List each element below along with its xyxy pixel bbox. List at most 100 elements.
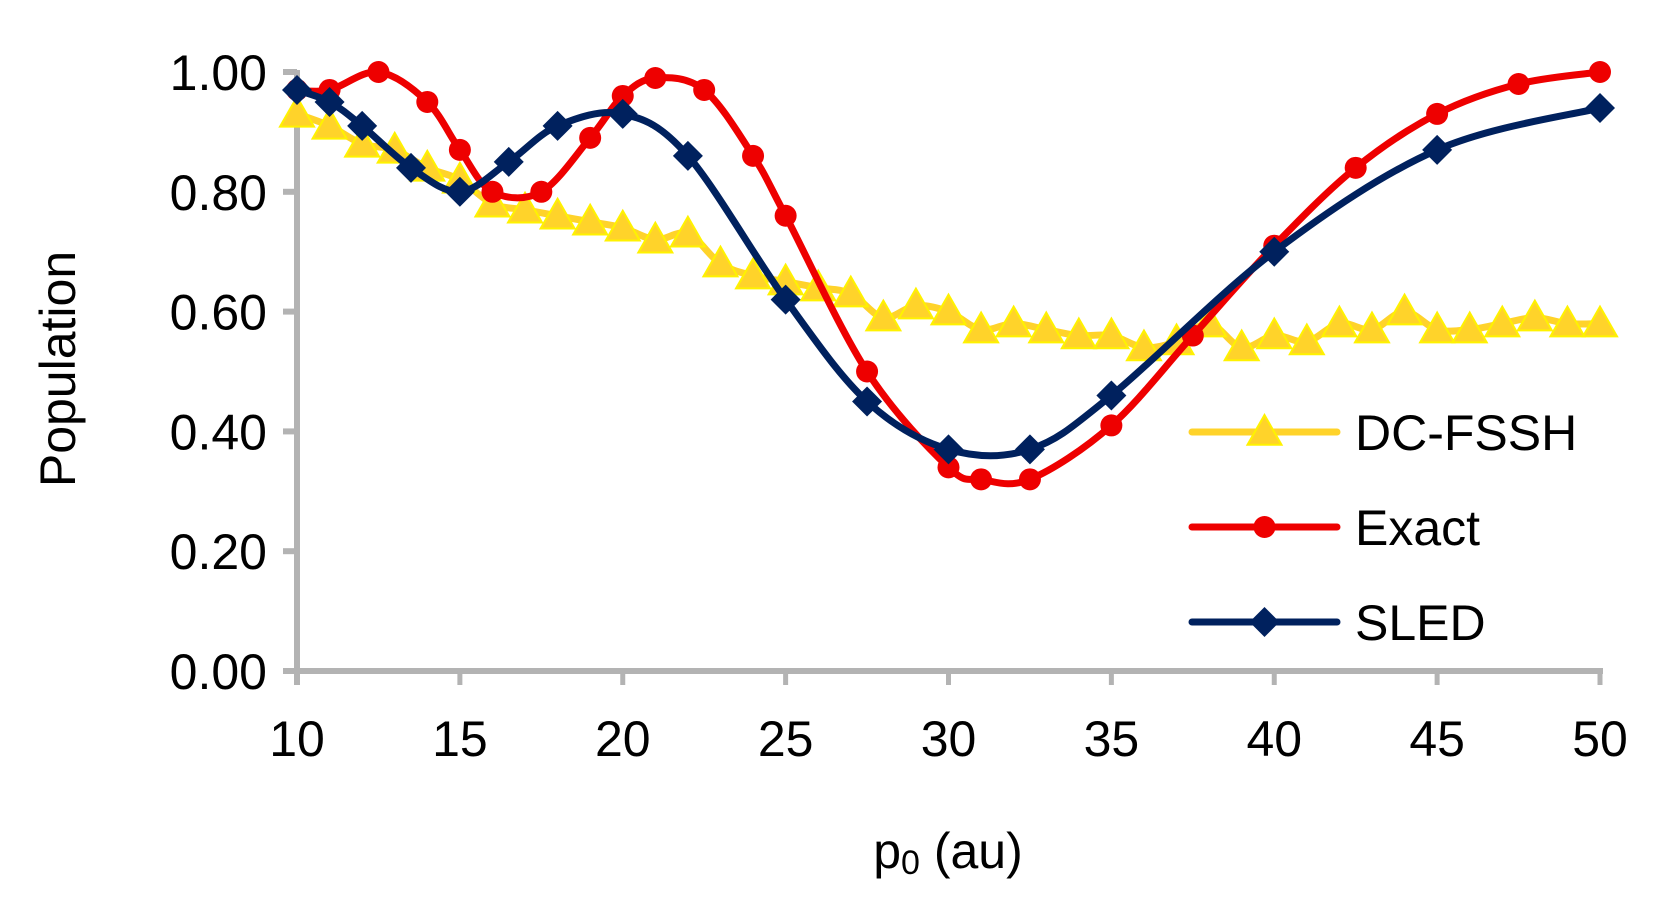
series-line	[293, 68, 1604, 488]
axes	[283, 69, 1603, 685]
data-point	[774, 204, 797, 227]
data-point	[1222, 328, 1261, 362]
data-point	[856, 360, 879, 383]
data-point	[367, 61, 390, 83]
data-point	[937, 456, 960, 479]
data-point	[444, 176, 475, 207]
data-point	[493, 146, 524, 177]
x-axis-title-subscript: 0	[901, 844, 920, 882]
data-point	[1288, 322, 1326, 356]
data-point	[1018, 468, 1041, 491]
legend-marker	[1245, 412, 1284, 446]
y-tick-label: 0.40	[170, 404, 267, 460]
y-tick-label: 1.00	[170, 45, 267, 101]
series-sled	[282, 74, 1615, 465]
data-point	[636, 220, 675, 254]
data-point	[1060, 316, 1098, 350]
series-dc-fssh	[278, 94, 1619, 362]
data-point	[734, 256, 772, 290]
y-axis-title: Population	[30, 251, 86, 487]
legend-label: DC-FSSH	[1355, 405, 1577, 461]
legend-item: Exact	[1188, 500, 1480, 556]
data-point	[852, 386, 883, 417]
legend-marker	[1249, 607, 1280, 637]
data-point	[481, 180, 504, 203]
data-point	[607, 98, 638, 129]
data-point	[1450, 310, 1489, 344]
data-point	[416, 90, 439, 113]
y-tick-label: 0.20	[170, 524, 267, 580]
data-point	[1125, 328, 1163, 362]
data-point	[1353, 310, 1391, 344]
data-point	[506, 190, 544, 224]
legend: DC-FSSH Exact SLED	[1188, 405, 1577, 651]
data-point	[669, 214, 707, 248]
x-tick-label: 20	[595, 711, 651, 767]
data-point	[282, 74, 312, 105]
data-point	[538, 196, 577, 230]
legend-item: DC-FSSH	[1188, 405, 1577, 461]
x-tick-label: 10	[269, 711, 325, 767]
data-point	[604, 208, 642, 242]
x-tick-label: 50	[1572, 711, 1628, 767]
data-point	[644, 66, 667, 89]
data-point	[693, 78, 716, 101]
data-point	[1255, 316, 1293, 350]
x-tick-label: 15	[432, 711, 488, 767]
data-point	[579, 126, 602, 149]
data-point	[929, 292, 968, 326]
x-tick-label: 35	[1084, 711, 1140, 767]
data-point	[530, 180, 553, 203]
y-tick-label: 0.60	[170, 285, 267, 341]
data-point	[1426, 102, 1449, 125]
data-point	[933, 434, 964, 465]
data-point	[897, 286, 935, 320]
x-tick-label: 25	[758, 711, 814, 767]
legend-marker	[1253, 516, 1276, 538]
data-point	[1100, 414, 1123, 437]
legend-label: SLED	[1355, 595, 1486, 651]
y-tick-label: 0.00	[170, 644, 267, 700]
data-point	[1422, 134, 1453, 165]
data-point	[1581, 304, 1619, 338]
data-point	[1483, 304, 1521, 338]
data-point	[310, 106, 349, 140]
series-line	[293, 86, 1604, 460]
data-point	[970, 468, 993, 491]
data-point	[1418, 310, 1456, 344]
data-point	[1320, 304, 1359, 338]
data-point	[611, 84, 634, 107]
data-point	[1589, 61, 1611, 83]
data-point	[770, 284, 801, 315]
data-point	[448, 138, 471, 161]
data-point	[1507, 72, 1530, 95]
data-point	[1385, 292, 1424, 326]
data-point	[396, 152, 427, 183]
tick-labels: 0.00 0.20 0.40 0.60 0.80 1.00 10 15 20 25 30 35 40 45…	[170, 45, 1628, 767]
data-point	[343, 124, 381, 158]
data-point	[571, 202, 609, 236]
y-tick-label: 0.80	[170, 165, 267, 221]
x-axis-title-main: p	[873, 823, 901, 879]
data-point	[1516, 298, 1554, 332]
data-point	[1344, 156, 1367, 179]
legend-label: Exact	[1355, 500, 1480, 556]
x-tick-label: 30	[921, 711, 977, 767]
legend-item: SLED	[1188, 595, 1486, 651]
data-point	[742, 144, 765, 167]
data-point	[1548, 304, 1587, 338]
data-point	[832, 274, 870, 308]
data-point	[1096, 380, 1127, 411]
data-point	[1585, 92, 1615, 123]
data-point	[542, 110, 573, 141]
data-point	[962, 310, 1000, 344]
x-tick-label: 45	[1409, 711, 1465, 767]
series-layer	[278, 61, 1619, 491]
data-point	[1259, 236, 1290, 267]
data-point	[314, 86, 345, 117]
x-tick-label: 40	[1246, 711, 1302, 767]
data-point	[864, 298, 903, 332]
data-point	[701, 244, 740, 278]
data-point	[672, 140, 703, 171]
